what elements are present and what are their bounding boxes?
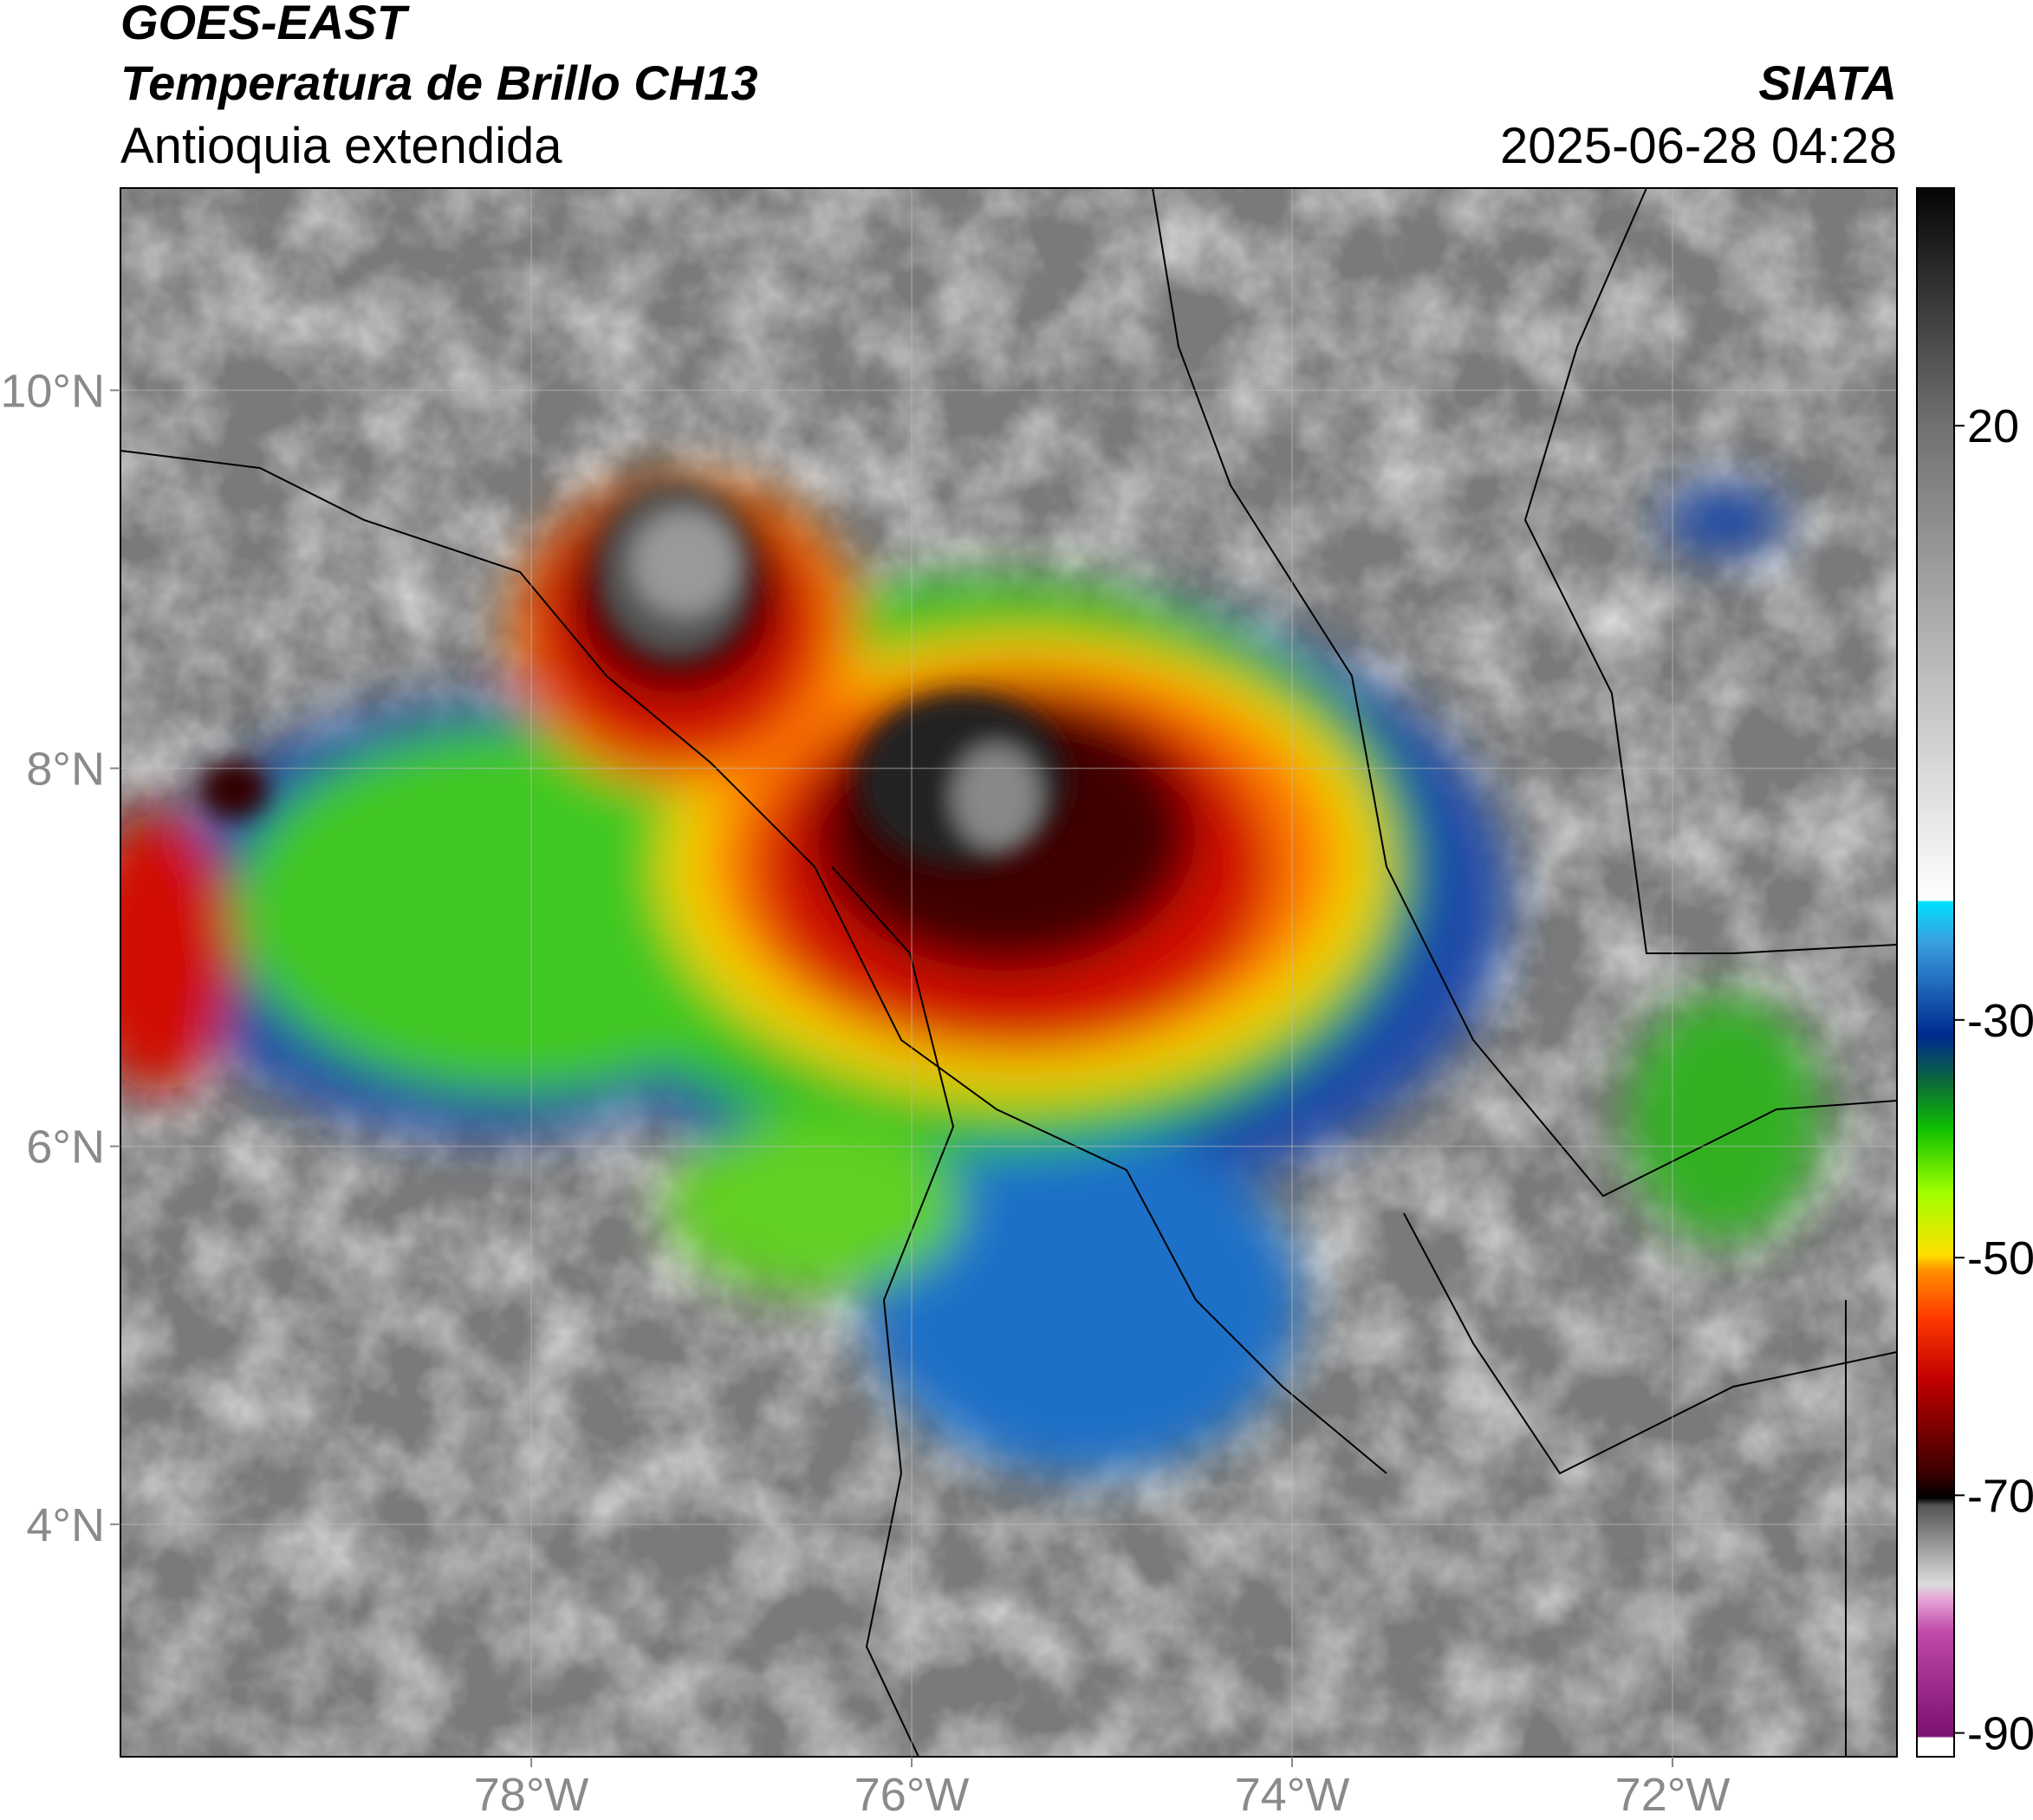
region: Antioquia extendida xyxy=(120,118,562,174)
colorbar-tick-label: -90 xyxy=(1967,1708,2033,1760)
subtitle: Temperatura de Brillo CH13 xyxy=(120,55,757,110)
colorbar-tick-label: 20 xyxy=(1967,400,2019,452)
source: SIATA xyxy=(1758,55,1897,110)
map-frame xyxy=(120,187,1898,1758)
y-tick-label: 6°N xyxy=(26,1121,105,1173)
grid xyxy=(120,188,1897,1757)
y-tick-label: 8°N xyxy=(26,743,105,795)
x-tick-label: 74°W xyxy=(1235,1769,1350,1820)
colorbar xyxy=(1916,187,1955,1758)
y-tick-label: 4°N xyxy=(26,1499,105,1551)
x-tick-label: 78°W xyxy=(474,1769,589,1820)
borders xyxy=(120,188,1897,1757)
colorbar-tick-label: -70 xyxy=(1967,1470,2033,1522)
y-tick-label: 10°N xyxy=(0,365,105,417)
colorbar-tick-label: -30 xyxy=(1967,995,2033,1047)
x-tick-label: 72°W xyxy=(1615,1769,1731,1820)
satellite-image xyxy=(120,188,1897,1757)
datetime: 2025-06-28 04:28 xyxy=(1500,118,1897,174)
title: GOES-EAST xyxy=(120,0,411,49)
x-tick-label: 76°W xyxy=(854,1769,970,1820)
colorbar-tick-label: -50 xyxy=(1967,1232,2033,1284)
